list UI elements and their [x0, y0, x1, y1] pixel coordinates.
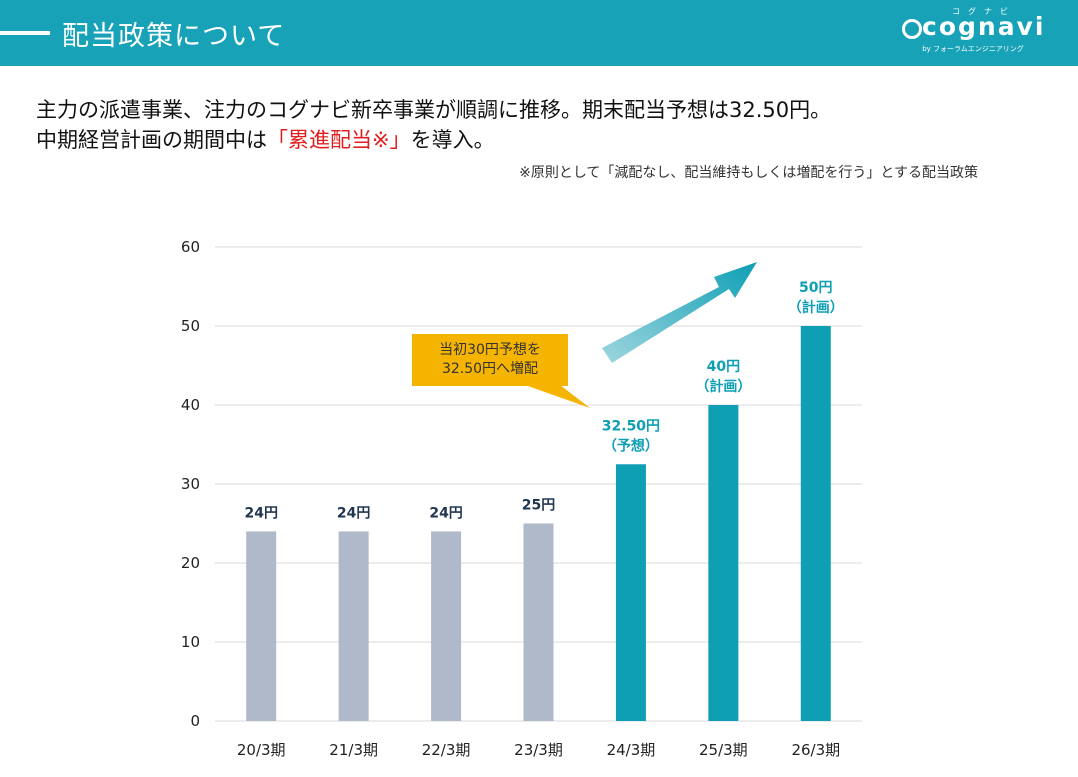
logo-subtitle: by フォーラムエンジニアリング	[922, 45, 1024, 53]
bar-25/3期	[708, 405, 739, 721]
y-tick-label: 0	[190, 712, 200, 730]
growth-arrow-icon	[602, 262, 757, 363]
value-label: 40円	[707, 359, 740, 375]
headline-accent: 「累進配当※」	[267, 128, 411, 152]
headline-line-2: 中期経営計画の期間中は「累進配当※」を導入。	[36, 125, 831, 155]
value-labels: 24円 24円 24円 25円 32.50円 （予想） 40円 （計画） 50円 （計画）	[244, 280, 843, 521]
callout-pointer	[525, 385, 590, 408]
logo-kana: コグナビ	[952, 7, 1016, 16]
headline: 主力の派遣事業、注力のコグナビ新卒事業が順調に推移。期末配当予想は32.50円。…	[36, 95, 831, 155]
logo-ring-icon	[902, 19, 922, 39]
x-category-label: 20/3期	[237, 741, 286, 759]
bar-22/3期	[431, 531, 462, 721]
headline-line-2-post: を導入。	[410, 128, 495, 152]
value-label: （計画）	[788, 299, 844, 316]
y-tick-label: 40	[181, 396, 200, 414]
y-tick-label: 10	[181, 633, 200, 651]
footnote: ※原則として「減配なし、配当維持もしくは増配を行う」とする配当政策	[519, 165, 978, 181]
x-category-label: 23/3期	[514, 741, 563, 759]
x-category-label: 25/3期	[699, 741, 748, 759]
logo-wordmark: cognavi	[922, 12, 1046, 41]
x-category-label: 26/3期	[791, 741, 840, 759]
x-axis-categories: 20/3期 21/3期 22/3期 23/3期 24/3期 25/3期 26/3期	[237, 741, 840, 759]
value-label: 25円	[522, 498, 555, 514]
header-accent-line	[0, 31, 50, 35]
header-bar: 配当政策について コグナビ cognavi by フォーラムエンジニアリング	[0, 0, 1078, 66]
callout-box: 当初30円予想を 32.50円へ増配	[412, 334, 568, 386]
x-category-label: 21/3期	[329, 741, 378, 759]
y-tick-label: 50	[181, 317, 200, 335]
y-tick-label: 20	[181, 554, 200, 572]
x-category-label: 22/3期	[422, 741, 471, 759]
value-label: 24円	[429, 505, 462, 521]
bar-20/3期	[246, 531, 277, 721]
y-tick-label: 30	[181, 475, 200, 493]
headline-line-2-pre: 中期経営計画の期間中は	[36, 128, 267, 152]
value-label: 24円	[337, 505, 370, 521]
value-label: 32.50円	[602, 418, 660, 434]
bar-24/3期	[615, 464, 646, 721]
callout-line-1: 当初30円予想を	[439, 342, 541, 358]
callout-line-2: 32.50円へ増配	[441, 361, 539, 377]
value-label: 50円	[799, 280, 832, 296]
value-label: 24円	[244, 505, 277, 521]
y-tick-label: 60	[181, 238, 200, 256]
value-label: （計画）	[695, 378, 751, 395]
bar-23/3期	[523, 523, 554, 721]
bar-26/3期	[800, 326, 831, 721]
bars	[246, 326, 831, 721]
value-label: （予想）	[603, 437, 659, 454]
bar-21/3期	[338, 531, 369, 721]
page-title: 配当政策について	[62, 21, 286, 52]
headline-line-1: 主力の派遣事業、注力のコグナビ新卒事業が順調に推移。期末配当予想は32.50円。	[36, 98, 832, 122]
x-category-label: 24/3期	[607, 741, 656, 759]
cognavi-logo: コグナビ cognavi by フォーラムエンジニアリング	[900, 6, 1050, 58]
y-axis-ticks: 0 10 20 30 40 50 60	[181, 238, 200, 730]
